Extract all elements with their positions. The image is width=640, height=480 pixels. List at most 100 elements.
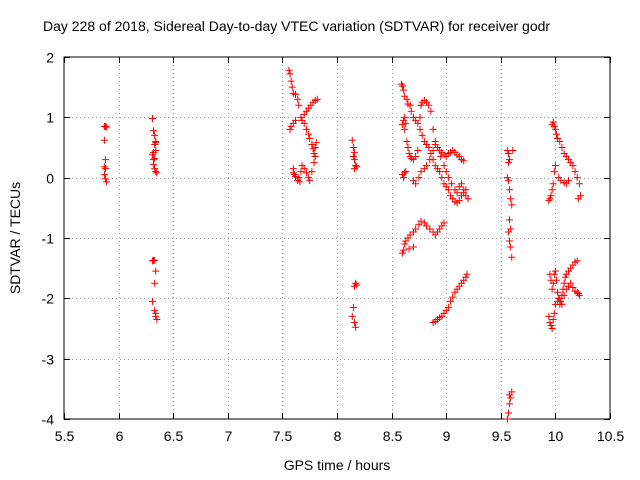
data-point [417, 217, 425, 225]
data-point [148, 115, 156, 123]
data-point [548, 285, 556, 293]
x-axis: 5.5 6 6.5 7 7.5 8 8.5 9 9.5 10 10.5 [55, 57, 624, 444]
y-tick-label: -3 [42, 352, 55, 368]
data-points [100, 66, 585, 423]
data-point [417, 101, 425, 109]
data-point [507, 394, 515, 402]
data-point [423, 222, 431, 230]
data-point [152, 137, 160, 145]
data-point [350, 318, 358, 326]
y-tick-label: -1 [42, 231, 55, 247]
data-point [575, 180, 583, 188]
data-point [547, 192, 555, 200]
data-point [551, 162, 559, 170]
data-point [287, 77, 295, 85]
data-point [349, 303, 357, 311]
data-point [294, 95, 302, 103]
data-point [427, 107, 435, 115]
data-point [463, 270, 471, 278]
data-point [148, 297, 156, 305]
data-point [504, 159, 512, 167]
data-point [313, 95, 321, 103]
data-point [302, 125, 310, 133]
series-arc-8.95-lower [429, 270, 471, 326]
data-point [558, 300, 566, 308]
data-point [571, 168, 579, 176]
series-arc-5.9 [100, 122, 111, 186]
data-point [549, 315, 557, 323]
data-point [436, 168, 444, 176]
data-point [416, 113, 424, 121]
data-point [506, 186, 514, 194]
data-point [297, 168, 305, 176]
data-point [546, 318, 554, 326]
data-point [310, 150, 318, 158]
data-point [414, 119, 422, 127]
data-point [311, 144, 319, 151]
data-point [573, 257, 581, 265]
data-point [444, 303, 452, 311]
data-point [402, 168, 410, 176]
chart-title: Day 228 of 2018, Sidereal Day-to-day VTE… [43, 18, 550, 34]
data-point [409, 243, 417, 251]
data-point [565, 177, 573, 185]
data-point [296, 178, 304, 186]
data-point [349, 144, 357, 151]
x-tick-label: 7.5 [273, 428, 293, 444]
data-point [567, 279, 575, 287]
data-point [400, 174, 408, 182]
data-point [292, 116, 300, 124]
data-point [546, 195, 554, 203]
data-point [550, 122, 558, 130]
data-point [401, 125, 409, 133]
data-point [348, 312, 356, 320]
data-point [290, 171, 298, 179]
data-point [574, 195, 582, 203]
data-point [551, 267, 559, 275]
data-point [150, 127, 158, 135]
data-point [507, 195, 515, 203]
data-point [101, 175, 109, 183]
data-point [308, 168, 316, 176]
data-point [353, 281, 361, 289]
data-point [464, 195, 472, 203]
data-point [545, 312, 553, 320]
data-point [350, 148, 358, 156]
x-tick-label: 8 [334, 428, 342, 444]
data-point [148, 151, 156, 159]
series-arc-8.6-d [399, 217, 448, 257]
data-point [288, 83, 296, 91]
data-point [152, 267, 160, 275]
data-point [444, 186, 452, 194]
data-point [349, 153, 357, 161]
data-point [401, 240, 409, 248]
grid [64, 57, 610, 419]
data-point [406, 231, 414, 239]
data-point [103, 178, 111, 186]
data-point [311, 153, 319, 161]
data-point [547, 321, 555, 329]
data-point [438, 174, 446, 182]
data-point [151, 306, 159, 314]
data-point [573, 174, 581, 182]
data-point [442, 168, 450, 176]
x-tick-label: 9 [443, 428, 451, 444]
data-point [352, 162, 360, 170]
y-tick-label: 1 [46, 110, 54, 126]
data-point [399, 249, 407, 257]
data-point [460, 157, 468, 165]
data-point [504, 177, 512, 185]
data-point [289, 165, 297, 173]
data-point [426, 225, 434, 233]
data-point [417, 168, 425, 176]
data-point [397, 80, 405, 88]
data-point [100, 136, 108, 144]
data-point [305, 130, 313, 138]
data-point [418, 131, 426, 139]
data-point [300, 110, 308, 118]
data-point [350, 156, 358, 164]
data-point [508, 201, 516, 209]
data-point [423, 162, 431, 170]
series-arc-9.57 [503, 147, 517, 261]
data-point [403, 137, 411, 145]
